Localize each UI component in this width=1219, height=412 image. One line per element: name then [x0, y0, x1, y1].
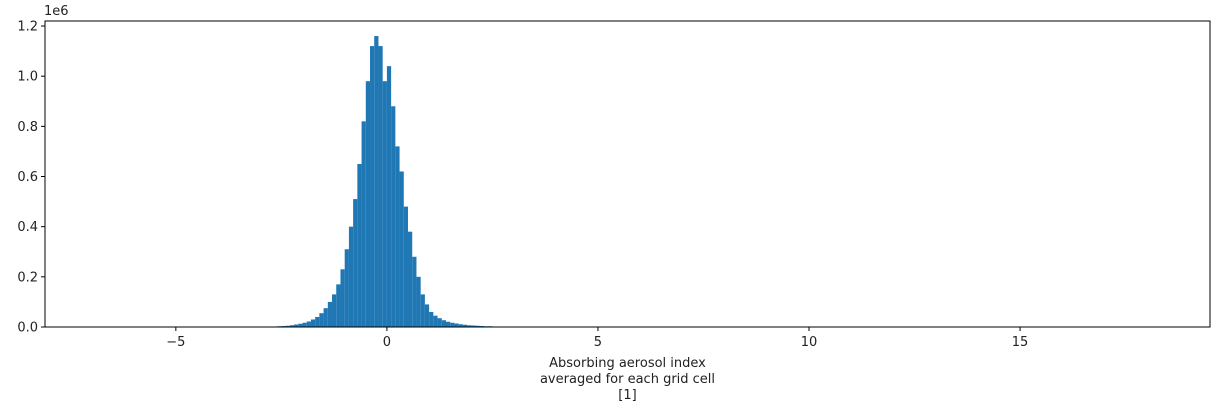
histogram-bar — [479, 325, 484, 327]
histogram-bar — [475, 325, 480, 327]
x-tick-label: −5 — [166, 335, 185, 350]
histogram-bar — [386, 66, 392, 328]
x-tick-label: 10 — [801, 335, 818, 350]
histogram-bar — [454, 323, 459, 327]
x-tick-label: 15 — [1012, 335, 1029, 350]
histogram-bar — [429, 311, 434, 327]
x-axis-label-line-1: Absorbing aerosol index — [549, 356, 706, 371]
histogram-bar — [285, 325, 290, 327]
histogram-bars — [272, 36, 510, 328]
histogram-bar — [441, 320, 446, 327]
histogram-bar — [323, 308, 328, 327]
x-axis-label-line-2: averaged for each grid cell — [540, 372, 715, 387]
x-axis-ticks: −5 0 5 10 15 — [166, 327, 1028, 350]
histogram-bar — [365, 81, 371, 328]
histogram-bar — [403, 206, 409, 327]
histogram-bar — [361, 121, 366, 327]
histogram-bar — [391, 106, 396, 327]
histogram-bar — [298, 323, 303, 327]
y-tick-label: 1.2 — [17, 20, 38, 35]
histogram-bar — [395, 146, 400, 327]
histogram-bar — [462, 324, 468, 327]
histogram-bar — [408, 231, 413, 327]
histogram-bar — [344, 249, 349, 327]
plot-frame — [44, 20, 1211, 328]
histogram-bar — [281, 325, 286, 327]
histogram-bar — [332, 294, 337, 327]
y-axis-ticks: 0.0 0.2 0.4 0.6 0.8 1.0 1.2 — [17, 20, 45, 336]
x-axis-label-line-3: [1] — [618, 388, 636, 403]
histogram-bar — [357, 163, 362, 327]
histogram-bar — [433, 315, 438, 327]
y-tick-label: 0.6 — [17, 170, 38, 185]
histogram-bar — [412, 256, 417, 327]
y-tick-label: 0.8 — [17, 120, 38, 135]
histogram-bar — [378, 46, 383, 327]
histogram-bar — [340, 269, 345, 327]
histogram-bar — [336, 284, 341, 327]
histogram-bar — [319, 313, 324, 327]
x-tick-label: 5 — [594, 335, 602, 350]
histogram-bar — [302, 322, 307, 327]
histogram-bar — [310, 319, 316, 327]
histogram-bar — [294, 324, 299, 327]
y-tick-label: 1.0 — [17, 70, 38, 85]
histogram-bar — [289, 325, 295, 327]
histogram-bar — [458, 324, 463, 327]
histogram-bar — [416, 276, 421, 327]
y-tick-label: 0.4 — [17, 220, 38, 235]
y-tick-label: 0.2 — [17, 270, 38, 285]
histogram-bar — [306, 321, 311, 327]
x-tick-label: 0 — [383, 335, 391, 350]
histogram-bar — [370, 46, 375, 327]
y-axis-offset-label: 1e6 — [44, 4, 69, 19]
histogram-bar — [353, 199, 358, 327]
histogram-bar — [445, 321, 451, 327]
histogram-bar — [327, 301, 333, 327]
histogram-bar — [450, 322, 455, 327]
histogram-bar — [420, 294, 425, 327]
histogram-bar — [315, 316, 320, 327]
histogram-bar — [348, 226, 354, 327]
histogram-bar — [471, 325, 476, 327]
histogram-bar — [382, 81, 387, 328]
histogram-bar — [374, 36, 379, 327]
histogram-bar — [467, 325, 472, 327]
histogram-bar — [437, 318, 442, 327]
histogram-bar — [399, 171, 404, 327]
histogram-bar — [424, 304, 430, 327]
y-tick-label: 0.0 — [17, 321, 38, 336]
